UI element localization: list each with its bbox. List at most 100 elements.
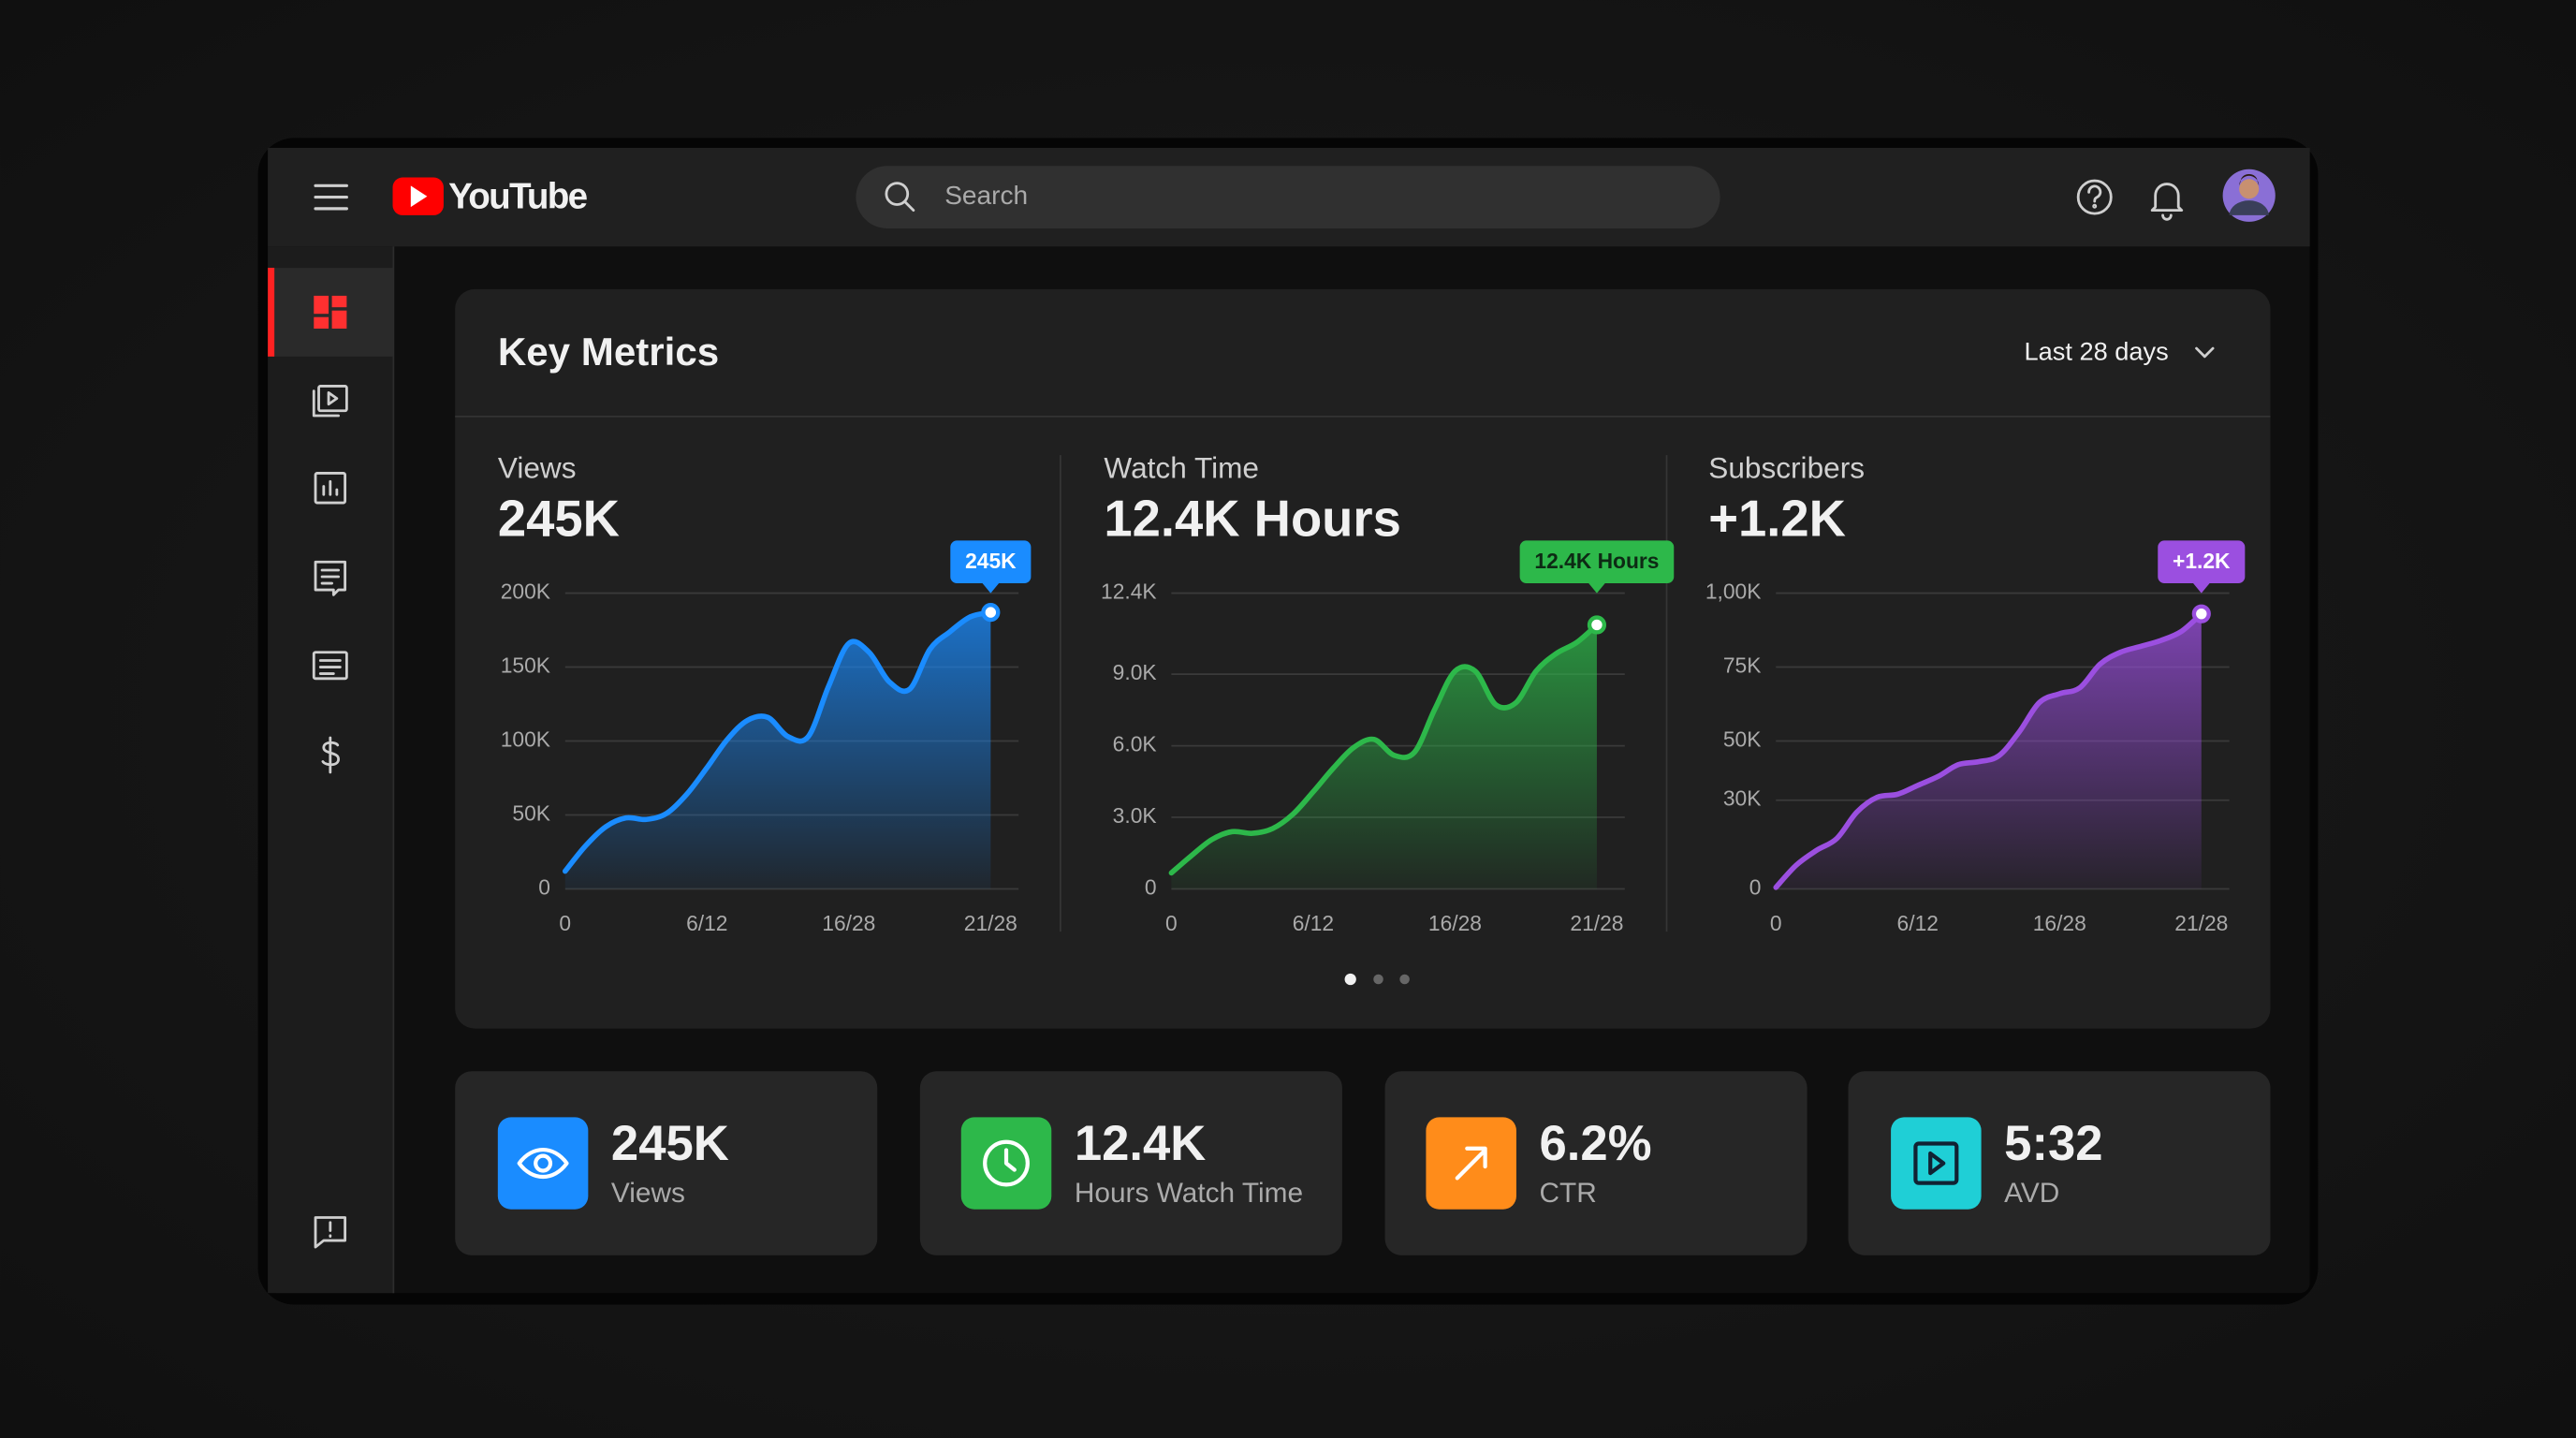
y-tick-label: 50K bbox=[1723, 727, 1762, 752]
card-icon-bg bbox=[497, 1117, 589, 1210]
stat-label: CTR bbox=[1540, 1178, 1597, 1209]
callout-label: 12.4K Hours bbox=[1534, 549, 1659, 573]
x-tick-label: 21/28 bbox=[1570, 911, 1623, 935]
sidebar-active-bar bbox=[268, 268, 275, 357]
y-tick-label: 30K bbox=[1723, 786, 1762, 811]
end-point bbox=[1587, 615, 1607, 635]
y-tick-label: 150K bbox=[501, 653, 550, 678]
callout: +1.2K bbox=[2158, 540, 2246, 594]
range-select[interactable]: Last 28 days bbox=[2025, 337, 2215, 366]
stat-card: 12.4K Hours Watch Time bbox=[919, 1071, 1342, 1255]
logo-text: YouTube bbox=[448, 177, 587, 217]
callout-label: 245K bbox=[965, 549, 1017, 573]
chart-title: Watch Time bbox=[1104, 450, 1259, 484]
avatar-face bbox=[2239, 179, 2260, 199]
x-tick-label: 21/28 bbox=[2174, 911, 2228, 935]
panel-title: Key Metrics bbox=[498, 330, 719, 374]
callout-pointer bbox=[1588, 583, 1605, 594]
x-tick-label: 0 bbox=[1165, 911, 1178, 935]
area-fill bbox=[1776, 613, 2202, 889]
y-tick-label: 9.0K bbox=[1113, 660, 1157, 684]
subtitles-nav[interactable] bbox=[312, 651, 348, 681]
earn-nav[interactable] bbox=[321, 736, 340, 774]
menu-button[interactable] bbox=[314, 183, 348, 211]
area-fill bbox=[564, 612, 991, 889]
stat-label: Views bbox=[611, 1178, 685, 1209]
end-point bbox=[2191, 604, 2211, 624]
y-tick-label: 12.4K bbox=[1101, 580, 1157, 604]
callout-bg bbox=[2158, 540, 2246, 584]
y-tick-label: 0 bbox=[1145, 875, 1157, 900]
play-icon bbox=[1913, 1141, 1959, 1185]
y-tick-label: 200K bbox=[501, 580, 550, 604]
y-tick-label: 75K bbox=[1723, 653, 1762, 678]
search-box[interactable] bbox=[856, 166, 1720, 228]
stat-value: 6.2% bbox=[1540, 1116, 1652, 1171]
content-nav[interactable] bbox=[312, 385, 348, 418]
chart: Subscribers +1.2K 0 30K 50K 75K 1,00K 0 6/12 16/2… bbox=[1705, 450, 2246, 935]
x-tick-label: 21/28 bbox=[964, 911, 1017, 935]
x-tick-label: 6/12 bbox=[686, 911, 727, 935]
stat-card: 245K Views bbox=[455, 1071, 878, 1255]
y-tick-label: 3.0K bbox=[1113, 803, 1157, 828]
chart-headline: 245K bbox=[498, 490, 620, 547]
stat-value: 245K bbox=[611, 1116, 729, 1171]
help-button[interactable] bbox=[2076, 179, 2113, 215]
y-tick-label: 0 bbox=[538, 875, 550, 900]
feedback-nav[interactable] bbox=[314, 1216, 347, 1249]
callout: 245K bbox=[950, 540, 1032, 594]
chart-title: Views bbox=[498, 450, 577, 484]
analytics-nav[interactable] bbox=[314, 472, 347, 505]
y-tick-label: 6.0K bbox=[1113, 732, 1157, 756]
line bbox=[562, 609, 994, 874]
y-tick-label: 100K bbox=[501, 727, 550, 752]
x-tick-label: 6/12 bbox=[1897, 911, 1939, 935]
stat-value: 5:32 bbox=[2004, 1116, 2102, 1171]
search-icon bbox=[885, 182, 915, 213]
avatar[interactable] bbox=[2222, 169, 2276, 222]
stat-card: 6.2% CTR bbox=[1384, 1071, 1808, 1255]
notifications-button[interactable] bbox=[2150, 183, 2184, 221]
stat-value: 12.4K bbox=[1075, 1116, 1206, 1171]
search-placeholder: Search bbox=[944, 181, 1028, 210]
y-tick-label: 50K bbox=[512, 801, 550, 826]
x-tick-label: 0 bbox=[1770, 911, 1782, 935]
y-tick-label: 1,00K bbox=[1705, 580, 1762, 604]
range-chevron bbox=[2195, 346, 2215, 359]
chart: Views 245K 0 50K 100K 150K 200K 0 6/12 16/28 21/28… bbox=[498, 450, 1032, 935]
x-tick-label: 0 bbox=[559, 911, 571, 935]
callout-pointer bbox=[2193, 583, 2210, 594]
x-tick-label: 16/28 bbox=[2033, 911, 2086, 935]
page-dot-active[interactable] bbox=[1344, 973, 1356, 986]
line bbox=[1773, 610, 2204, 890]
callout-pointer bbox=[982, 583, 1000, 594]
end-point bbox=[981, 603, 1001, 623]
stat-label: AVD bbox=[2004, 1178, 2059, 1209]
stat-card: 5:32 AVD bbox=[1848, 1071, 2271, 1255]
chart: Watch Time 12.4K Hours 0 3.0K 6.0K 9.0K 12.4K 0… bbox=[1101, 450, 1675, 935]
area-fill bbox=[1171, 624, 1597, 889]
range-label: Last 28 days bbox=[2025, 337, 2169, 366]
x-tick-label: 6/12 bbox=[1293, 911, 1334, 935]
callout-bg bbox=[950, 540, 1032, 584]
trend-icon bbox=[1455, 1146, 1487, 1181]
logo-play bbox=[410, 185, 428, 208]
avatar-hair bbox=[2239, 174, 2260, 186]
logo[interactable]: YouTube bbox=[392, 177, 589, 217]
y-tick-label: 0 bbox=[1749, 875, 1762, 900]
x-tick-label: 16/28 bbox=[822, 911, 875, 935]
callout-label: +1.2K bbox=[2173, 549, 2231, 573]
page-dot[interactable] bbox=[1399, 974, 1410, 985]
dashboard-nav[interactable] bbox=[314, 295, 347, 330]
card-icon-bg bbox=[1891, 1117, 1982, 1210]
page-dot[interactable] bbox=[1373, 974, 1383, 985]
avatar-body bbox=[2229, 200, 2269, 215]
chart-title: Subscribers bbox=[1708, 450, 1865, 484]
line bbox=[1168, 622, 1600, 876]
stat-label: Hours Watch Time bbox=[1075, 1178, 1303, 1209]
comments-nav[interactable] bbox=[314, 560, 347, 596]
chart-headline: 12.4K Hours bbox=[1104, 490, 1400, 547]
chart-headline: +1.2K bbox=[1708, 490, 1846, 547]
x-tick-label: 16/28 bbox=[1428, 911, 1482, 935]
